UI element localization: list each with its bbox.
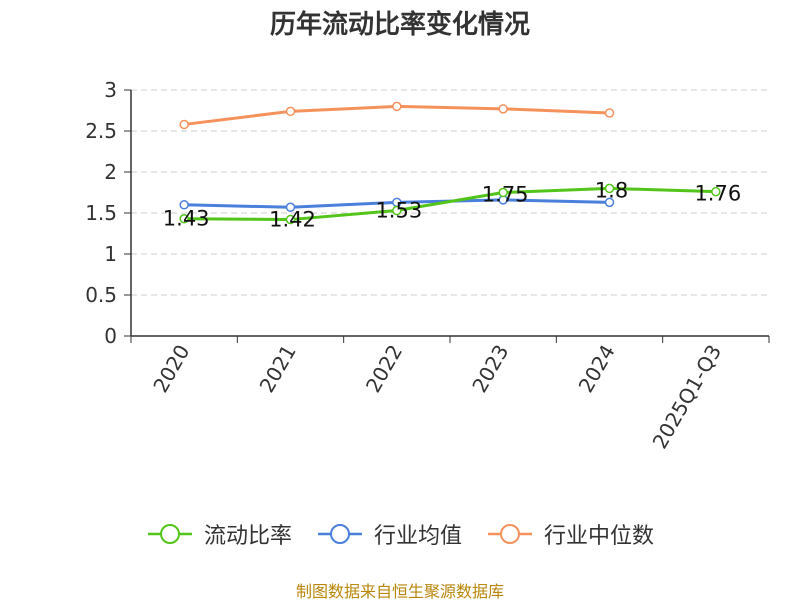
source-note: 制图数据来自恒生聚源数据库 (295, 582, 504, 601)
data-label: 1.8 (595, 178, 628, 202)
x-tick-label: 2024 (574, 341, 620, 397)
data-label: 1.43 (163, 207, 210, 231)
data-point (179, 200, 189, 210)
data-point (604, 108, 615, 118)
chart-plot: 0 0.5 1 1.5 2 2.5 3 2020 2021 2022 2023 2024 2025Q1-… (85, 78, 770, 453)
data-point (604, 197, 615, 208)
data-point (711, 186, 721, 197)
legend-label: 行业均值 (373, 524, 462, 549)
y-tick-label: 2.5 (85, 119, 117, 143)
y-tick-label: 2 (104, 160, 117, 184)
y-tick-label: 0.5 (85, 283, 117, 307)
data-point (498, 187, 508, 198)
x-tick-label: 2020 (148, 341, 194, 397)
x-tick-label: 2021 (255, 341, 301, 397)
legend-line-icon (317, 524, 362, 544)
legend-item[interactable]: 行业均值 (316, 518, 462, 550)
data-label: 1.42 (269, 208, 316, 232)
data-point (179, 119, 189, 130)
legend-line-icon (488, 524, 532, 544)
y-tick-label: 1.5 (85, 201, 117, 225)
x-tick-label: 2022 (361, 341, 407, 397)
data-point (179, 213, 189, 224)
data-point (604, 183, 615, 194)
data-point (392, 101, 402, 112)
legend-item[interactable]: 流动比率 (146, 518, 292, 550)
data-point (285, 106, 296, 117)
legend-label: 行业中位数 (544, 524, 655, 549)
y-tick-label: 1 (104, 242, 117, 266)
y-tick-label: 0 (104, 324, 117, 348)
x-tick-label: 2023 (467, 340, 513, 396)
data-point (392, 205, 402, 216)
data-label: 1.75 (482, 183, 529, 207)
data-point (498, 104, 508, 114)
legend-label: 流动比率 (203, 524, 292, 549)
y-tick-label: 3 (104, 78, 117, 102)
data-point (285, 214, 296, 225)
data-label: 1.53 (375, 199, 422, 223)
legend-line-icon (147, 524, 192, 544)
x-tick-label: 2025Q1-Q3 (647, 341, 726, 453)
series-line (184, 186, 716, 222)
chart-legend: 流动比率 行业均值 行业中位数 (0, 518, 800, 550)
data-point (285, 202, 296, 213)
chart-title: 历年流动比率变化情况 (269, 10, 530, 40)
data-label: 1.76 (694, 182, 741, 206)
legend-item[interactable]: 行业中位数 (486, 518, 654, 550)
